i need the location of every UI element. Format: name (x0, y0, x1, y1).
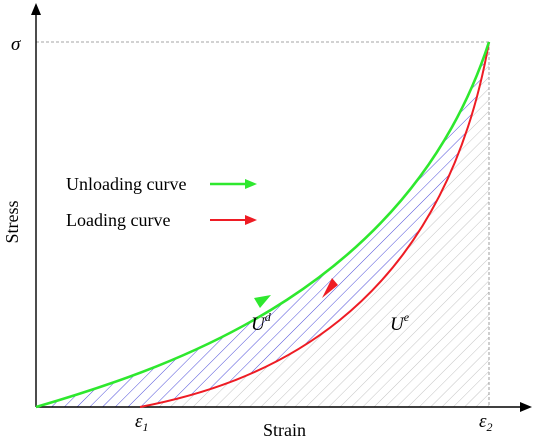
ud-label: Ud (251, 310, 272, 335)
legend-unloading-label: Unloading curve (66, 174, 186, 194)
sigma-label: σ (11, 34, 21, 55)
eps1-label: ε1 (135, 411, 149, 434)
y-axis-title: Stress (2, 200, 22, 243)
ue-label: Ue (390, 310, 410, 335)
eps2-label: ε2 (479, 411, 493, 434)
y-axis-arrowhead (31, 3, 41, 15)
legend-loading-label: Loading curve (66, 210, 170, 230)
legend-unloading-arrow (245, 179, 257, 189)
ue-hatched-region (140, 42, 489, 407)
ud-hatched-region (36, 42, 489, 407)
unloading-curve (35, 41, 491, 409)
loading-curve (139, 41, 490, 408)
x-axis-arrowhead (520, 402, 532, 412)
unloading-direction-arrow (254, 295, 271, 308)
loading-direction-arrow (322, 278, 338, 298)
legend-loading-arrow (245, 215, 257, 225)
x-axis-title: Strain (263, 420, 306, 440)
